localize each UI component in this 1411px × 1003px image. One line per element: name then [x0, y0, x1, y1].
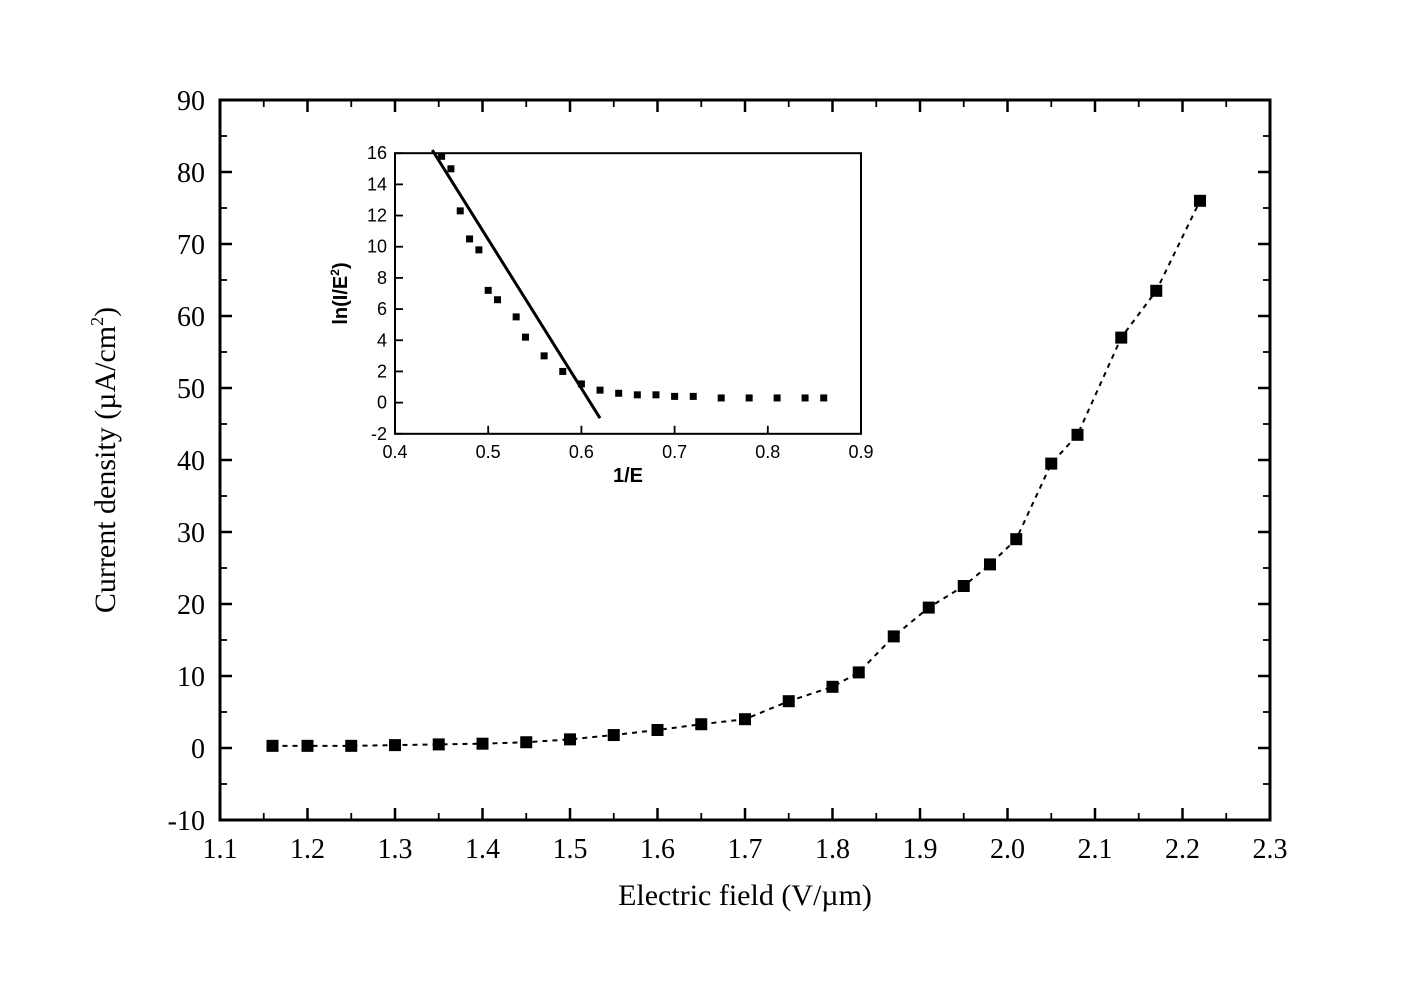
x-tick-label: 1.3 — [378, 834, 413, 865]
main-series-marker — [652, 724, 664, 736]
inset-series-marker — [494, 296, 501, 303]
inset-series-marker — [802, 394, 809, 401]
y-tick-label: 40 — [177, 446, 205, 477]
y-tick-label: 0 — [191, 734, 205, 765]
inset-x-axis-label: 1/E — [613, 465, 643, 487]
inset-series-marker — [597, 387, 604, 394]
inset-x-tick-label: 0.5 — [476, 442, 501, 462]
inset-series-marker — [475, 246, 482, 253]
inset-border — [395, 153, 861, 434]
x-tick-label: 2.2 — [1165, 834, 1200, 865]
inset-series-marker — [559, 368, 566, 375]
inset-series-marker — [513, 313, 520, 320]
inset-y-tick-label: 6 — [377, 299, 387, 319]
inset-y-tick-label: 8 — [377, 268, 387, 288]
inset-x-tick-label: 0.7 — [662, 442, 687, 462]
inset-series-marker — [774, 394, 781, 401]
inset-series-marker — [634, 391, 641, 398]
inset-series-marker — [671, 393, 678, 400]
inset-series-marker — [466, 235, 473, 242]
inset-series-marker — [820, 394, 827, 401]
inset-x-tick-label: 0.9 — [848, 442, 873, 462]
main-series-marker — [1194, 195, 1206, 207]
main-series-marker — [827, 681, 839, 693]
x-tick-label: 1.9 — [903, 834, 938, 865]
main-series-marker — [923, 602, 935, 614]
inset-series-marker — [541, 352, 548, 359]
y-tick-label: -10 — [168, 806, 205, 837]
inset-series-marker — [746, 394, 753, 401]
main-series-marker — [739, 713, 751, 725]
x-tick-label: 1.2 — [290, 834, 325, 865]
x-tick-label: 1.5 — [553, 834, 588, 865]
inset-x-tick-label: 0.6 — [569, 442, 594, 462]
x-tick-label: 2.0 — [990, 834, 1025, 865]
main-series-marker — [853, 666, 865, 678]
inset-series-marker — [652, 391, 659, 398]
chart-svg: 1.1 1.2 1.3 1.4 1.5 1.6 1.7 1.8 1.9 2.0 2.1 2.2 2.3 -… — [40, 40, 1320, 940]
inset-y-tick-label: 12 — [367, 206, 387, 226]
y-tick-label: 80 — [177, 158, 205, 189]
inset-series-marker — [690, 393, 697, 400]
inset-y-tick-label: 4 — [377, 330, 387, 350]
x-tick-label: 1.7 — [728, 834, 763, 865]
x-tick-label: 1.8 — [815, 834, 850, 865]
inset-y-tick-label: 10 — [367, 237, 387, 257]
main-series-marker — [389, 739, 401, 751]
main-series-marker — [1045, 458, 1057, 470]
main-series-marker — [1150, 285, 1162, 297]
main-series-marker — [1010, 533, 1022, 545]
inset-y-tick-label: 0 — [377, 393, 387, 413]
inset-series-marker — [457, 207, 464, 214]
y-tick-label: 30 — [177, 518, 205, 549]
inset-series-marker — [485, 287, 492, 294]
y-tick-label: 70 — [177, 230, 205, 261]
main-series-marker — [345, 740, 357, 752]
main-series-marker — [302, 740, 314, 752]
main-series-marker — [1072, 429, 1084, 441]
main-series-marker — [1115, 332, 1127, 344]
main-series-marker — [695, 718, 707, 730]
y-tick-label: 90 — [177, 86, 205, 117]
x-tick-label: 1.6 — [640, 834, 675, 865]
main-series-marker — [564, 733, 576, 745]
main-series-marker — [608, 729, 620, 741]
main-series-marker — [984, 558, 996, 570]
x-tick-label: 1.1 — [203, 834, 238, 865]
y-tick-label: 60 — [177, 302, 205, 333]
inset-series-marker — [615, 390, 622, 397]
y-tick-label: 20 — [177, 590, 205, 621]
inset-y-tick-label: 2 — [377, 361, 387, 381]
main-series-marker — [433, 738, 445, 750]
y-tick-label: 50 — [177, 374, 205, 405]
x-tick-label: 2.1 — [1078, 834, 1113, 865]
x-tick-label: 2.3 — [1253, 834, 1288, 865]
main-series-marker — [267, 740, 279, 752]
inset-x-tick-label: 0.8 — [755, 442, 780, 462]
main-series-marker — [520, 736, 532, 748]
inset-series-marker — [578, 380, 585, 387]
inset-y-tick-label: 14 — [367, 174, 387, 194]
x-axis-label: Electric field (V/µm) — [618, 879, 872, 912]
main-series-marker — [888, 630, 900, 642]
x-tick-label: 1.4 — [465, 834, 500, 865]
inset-y-tick-label: -2 — [371, 424, 387, 444]
main-series-marker — [477, 738, 489, 750]
inset-y-tick-label: 16 — [367, 143, 387, 163]
main-series-marker — [783, 695, 795, 707]
inset-series-marker — [718, 394, 725, 401]
chart-container: 1.1 1.2 1.3 1.4 1.5 1.6 1.7 1.8 1.9 2.0 2.1 2.2 2.3 -… — [40, 40, 1320, 940]
inset-series-marker — [447, 165, 454, 172]
y-axis-label: Current density (µA/cm2) — [87, 307, 122, 613]
y-tick-label: 10 — [177, 662, 205, 693]
inset-series-marker — [522, 334, 529, 341]
inset-x-tick-label: 0.4 — [382, 442, 407, 462]
inset-series-marker — [438, 153, 445, 160]
main-series-marker — [958, 580, 970, 592]
